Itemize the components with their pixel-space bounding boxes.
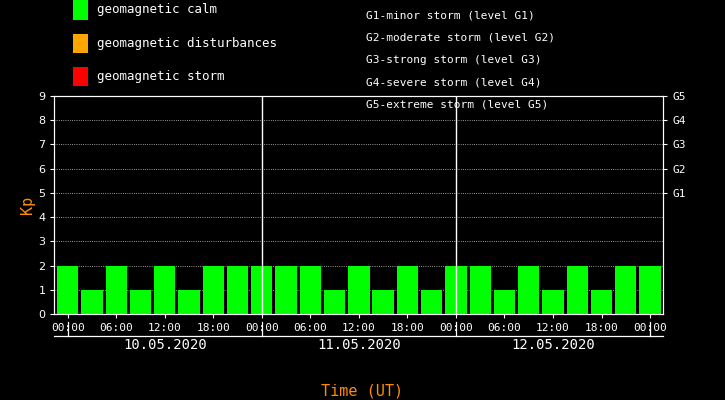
Bar: [445, 266, 467, 314]
Bar: [130, 290, 152, 314]
Y-axis label: Kp: Kp: [20, 196, 36, 214]
Bar: [615, 266, 637, 314]
Text: G1-minor storm (level G1): G1-minor storm (level G1): [366, 10, 535, 20]
Bar: [276, 266, 297, 314]
Bar: [373, 290, 394, 314]
Text: G3-strong storm (level G3): G3-strong storm (level G3): [366, 55, 542, 65]
Bar: [227, 266, 248, 314]
Bar: [639, 266, 660, 314]
Text: G5-extreme storm (level G5): G5-extreme storm (level G5): [366, 100, 548, 110]
Text: 10.05.2020: 10.05.2020: [123, 338, 207, 352]
Text: geomagnetic storm: geomagnetic storm: [97, 70, 225, 83]
Bar: [397, 266, 418, 314]
Bar: [202, 266, 224, 314]
Text: 11.05.2020: 11.05.2020: [317, 338, 401, 352]
Bar: [591, 290, 612, 314]
Text: G2-moderate storm (level G2): G2-moderate storm (level G2): [366, 32, 555, 42]
Bar: [470, 266, 491, 314]
Bar: [518, 266, 539, 314]
Bar: [542, 290, 563, 314]
Text: Time (UT): Time (UT): [321, 383, 404, 398]
Bar: [81, 290, 103, 314]
Bar: [421, 290, 442, 314]
Text: geomagnetic calm: geomagnetic calm: [97, 4, 218, 16]
Bar: [566, 266, 588, 314]
Bar: [251, 266, 273, 314]
Bar: [324, 290, 345, 314]
Text: G4-severe storm (level G4): G4-severe storm (level G4): [366, 77, 542, 87]
Bar: [299, 266, 321, 314]
Bar: [348, 266, 370, 314]
Bar: [154, 266, 175, 314]
Text: geomagnetic disturbances: geomagnetic disturbances: [97, 37, 277, 50]
Bar: [57, 266, 78, 314]
Bar: [494, 290, 515, 314]
Bar: [178, 290, 199, 314]
Bar: [106, 266, 127, 314]
Text: 12.05.2020: 12.05.2020: [511, 338, 594, 352]
